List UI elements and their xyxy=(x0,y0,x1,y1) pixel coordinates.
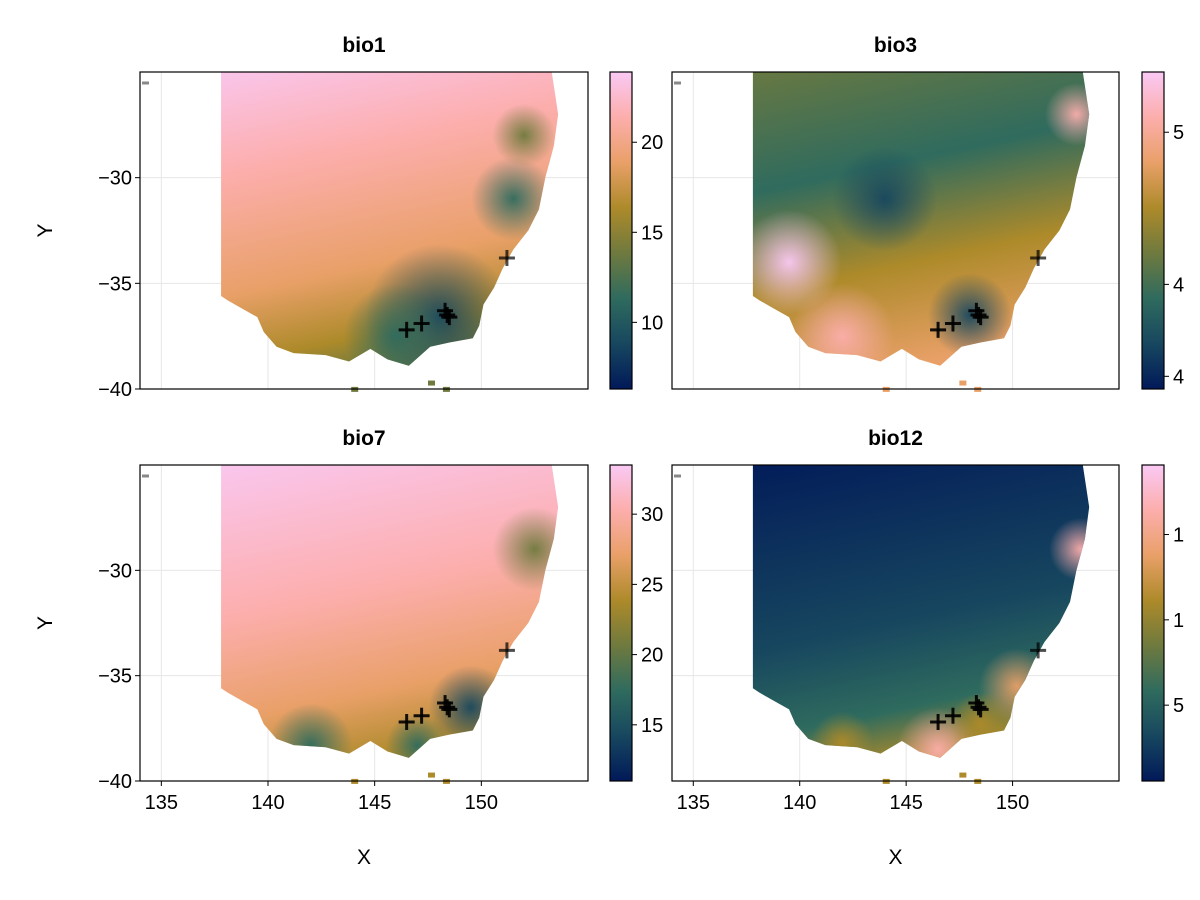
heatmap xyxy=(221,465,559,758)
y-tick-label: −40 xyxy=(98,771,132,793)
occurrence-marker xyxy=(1030,249,1047,266)
y-tick-label: −30 xyxy=(98,168,132,190)
heatmap-region xyxy=(928,273,1012,358)
y-tick-label: −35 xyxy=(98,273,132,295)
occurrence-marker xyxy=(413,315,430,332)
panel-bio1: bio1 −30 −35 −40 Y 10 15 20 xyxy=(34,34,663,401)
x-tick-label: 140 xyxy=(251,792,284,814)
y-axis-label: Y xyxy=(34,223,57,237)
colorbar-tick-label: 20 xyxy=(641,132,663,154)
heatmap-region xyxy=(385,713,449,758)
occurrence-marker xyxy=(944,707,961,724)
occurrence-marker xyxy=(944,315,961,332)
heatmap xyxy=(752,465,1090,758)
occurrence-marker xyxy=(972,309,989,326)
axes-frame xyxy=(139,71,589,390)
heatmap-region xyxy=(492,507,559,592)
colorbar-tick-label: 20 xyxy=(641,645,663,667)
heatmap-region xyxy=(1049,517,1090,581)
heatmap-region xyxy=(471,156,556,241)
x-tick-label: 135 xyxy=(677,792,710,814)
panel-title: bio7 xyxy=(342,427,385,450)
y-tick-label: −30 xyxy=(98,560,132,582)
colorbar-tick-label: 10 xyxy=(641,312,663,334)
heatmap xyxy=(221,72,559,366)
island xyxy=(959,772,967,778)
colorbar-tick-label: 4 xyxy=(1173,366,1184,388)
colorbar-tick-label: 4 xyxy=(1173,274,1184,296)
heatmap-region xyxy=(343,283,449,366)
occurrence-marker xyxy=(441,309,458,326)
occurrence-marker xyxy=(498,249,515,266)
heatmap-region xyxy=(492,103,556,167)
occurrence-marker xyxy=(439,699,456,716)
colorbar-tick-label: 1 xyxy=(1173,610,1184,632)
island xyxy=(428,772,435,778)
heatmap-region xyxy=(810,711,874,758)
colorbar xyxy=(1141,71,1165,390)
panel-bio7: bio7 −30 −35 −40 135 140 145 150 Y X 15 20 25 30 xyxy=(34,427,663,869)
axes-frame xyxy=(671,71,1120,390)
heatmap-region xyxy=(752,209,842,315)
island xyxy=(959,380,967,386)
axes-frame xyxy=(139,464,589,782)
occurrence-marker xyxy=(970,307,987,324)
occurrence-marker xyxy=(398,321,415,338)
colorbar-tick-label: 15 xyxy=(641,715,663,737)
heatmap-region xyxy=(1044,82,1090,146)
y-tick-label: −35 xyxy=(98,666,132,688)
colorbar xyxy=(609,464,633,782)
x-tick-label: 135 xyxy=(145,792,178,814)
y-axis-label: Y xyxy=(34,616,57,630)
colorbar-tick-label: 5 xyxy=(1173,695,1184,717)
occurrence-marker xyxy=(439,307,456,324)
panel-bio12: bio12 135 140 145 150 X 1 1 5 xyxy=(671,427,1184,869)
x-axis-label: X xyxy=(357,846,371,869)
panel-title: bio12 xyxy=(868,427,923,450)
island xyxy=(428,380,435,386)
colorbar-tick-label: 25 xyxy=(641,574,663,596)
colorbar xyxy=(1141,464,1165,782)
colorbar-tick-label: 1 xyxy=(1173,525,1184,547)
heatmap-base xyxy=(752,465,1090,758)
colorbar-tick-label: 15 xyxy=(641,222,663,244)
colorbar xyxy=(609,71,633,390)
occurrence-marker xyxy=(413,707,430,724)
occurrence-marker xyxy=(970,699,987,716)
panel-title: bio3 xyxy=(874,34,917,57)
panel-bio3: bio3 5 4 4 xyxy=(671,34,1184,392)
occurrence-marker xyxy=(1030,642,1047,659)
occurrence-marker xyxy=(930,714,947,731)
occurrence-marker xyxy=(498,642,515,659)
x-tick-label: 140 xyxy=(783,792,816,814)
x-axis-label: X xyxy=(888,846,902,869)
heatmap-region xyxy=(789,283,895,366)
y-tick-label: −40 xyxy=(98,379,132,401)
occurrence-marker xyxy=(972,701,989,718)
x-tick-label: 150 xyxy=(996,792,1029,814)
heatmap xyxy=(752,72,1090,366)
x-tick-label: 145 xyxy=(358,792,391,814)
occurrence-marker xyxy=(441,701,458,718)
occurrence-marker xyxy=(930,321,947,338)
colorbar-tick-label: 30 xyxy=(641,504,663,526)
panel-title: bio1 xyxy=(342,34,385,57)
axes-frame xyxy=(671,464,1120,782)
x-tick-label: 150 xyxy=(465,792,498,814)
heatmap-region xyxy=(832,146,938,252)
heatmap-region xyxy=(268,703,353,758)
occurrence-marker xyxy=(398,714,415,731)
x-tick-label: 145 xyxy=(889,792,922,814)
colorbar-tick-label: 5 xyxy=(1173,122,1184,144)
